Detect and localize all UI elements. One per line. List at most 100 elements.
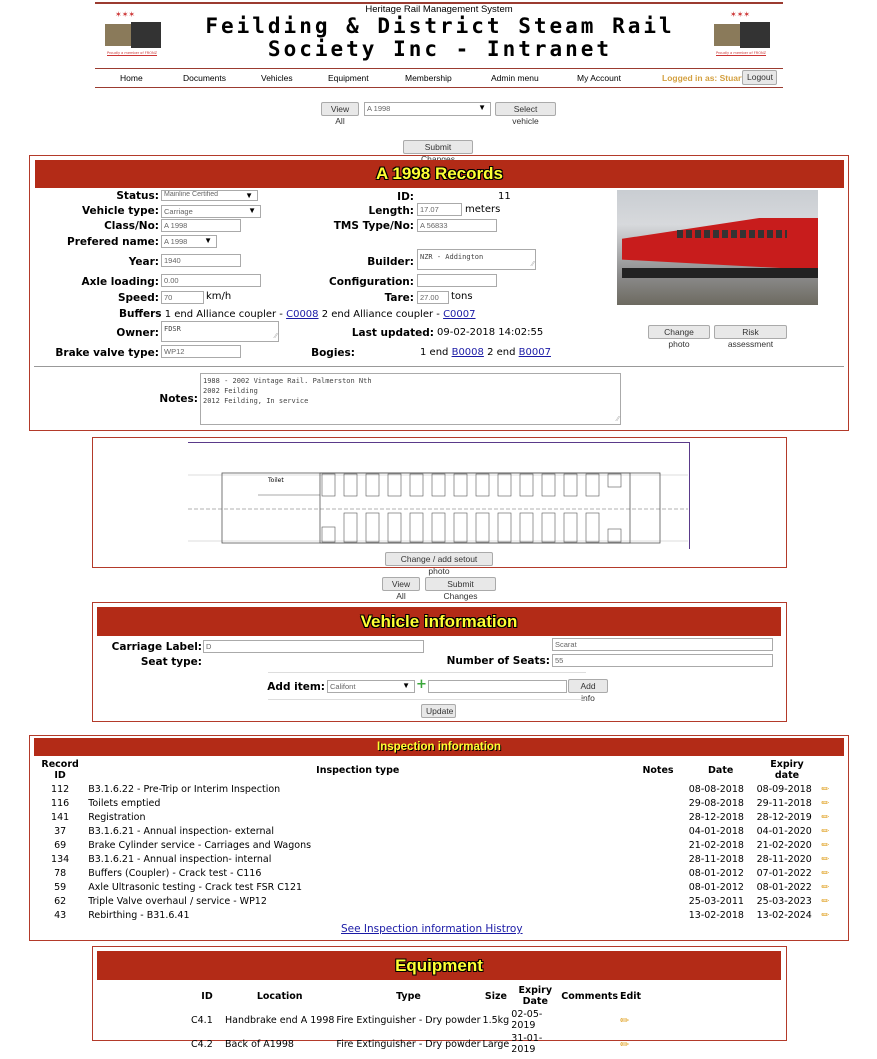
seat-type-input[interactable]: Scarat — [552, 638, 773, 651]
bogie-b0008-link[interactable]: B0008 — [451, 347, 484, 358]
owner-textarea[interactable]: FDSR — [161, 321, 279, 342]
brake-valve-input[interactable]: WP12 — [161, 345, 241, 358]
table-row: 78 Buffers (Coupler) - Crack test - C116… — [34, 866, 834, 880]
record-id: 78 — [54, 867, 67, 879]
configuration-input[interactable] — [417, 274, 497, 287]
status-select[interactable]: Mainline Certified — [161, 190, 258, 201]
edit-pencil-icon[interactable]: ✏ — [821, 839, 830, 851]
length-label: Length: — [368, 205, 415, 217]
number-of-seats-input[interactable]: 55 — [552, 654, 773, 667]
submit-changes-button[interactable]: Submit Changes — [403, 140, 473, 164]
update-button[interactable]: Update — [421, 704, 456, 718]
length-input[interactable]: 17.07 — [417, 203, 462, 216]
number-of-seats-label: Number of Seats: — [446, 655, 550, 667]
nav-my-account[interactable]: My Account — [577, 73, 621, 83]
inspection-history-link[interactable]: See Inspection information Histroy — [341, 923, 523, 935]
divider — [34, 366, 844, 367]
table-row: 69 Brake Cylinder service - Carriages an… — [34, 838, 834, 852]
edit-pencil-icon[interactable]: ✏ — [821, 853, 830, 865]
speed-input[interactable]: 70 — [161, 291, 204, 304]
edit-pencil-icon[interactable]: ✏ — [821, 895, 830, 907]
inspection-notes — [629, 852, 686, 866]
carriage-label-input[interactable]: D — [203, 640, 424, 653]
nav-membership[interactable]: Membership — [405, 73, 452, 83]
equipment-size: Large — [482, 1038, 510, 1050]
record-id: 134 — [51, 853, 70, 865]
edit-pencil-icon[interactable]: ✏ — [821, 811, 830, 823]
builder-textarea[interactable]: NZR - Addington — [417, 249, 536, 270]
nav-top-line — [95, 68, 783, 69]
plus-icon[interactable]: + — [416, 677, 427, 692]
coupler-c0008-link[interactable]: C0008 — [286, 309, 319, 320]
inspection-expiry: 25-03-2023 — [756, 895, 812, 907]
class-input[interactable]: A 1998 — [161, 219, 241, 232]
logo-left[interactable]: ✶✶✶ Proudly a member of FRONZ — [103, 10, 165, 56]
system-name: Heritage Rail Management System — [365, 4, 513, 15]
vehicle-info-title: Vehicle information — [97, 607, 781, 636]
nav-equipment[interactable]: Equipment — [328, 73, 369, 83]
change-photo-button[interactable]: Change photo — [648, 325, 710, 349]
tare-input[interactable]: 27.00 — [417, 291, 449, 304]
last-updated-label: Last updated: — [351, 327, 434, 339]
seat-type-label: Seat type: — [140, 656, 202, 668]
inspection-type: Axle Ultrasonic testing - Crack test FSR… — [88, 881, 303, 893]
nav-admin-menu[interactable]: Admin menu — [491, 73, 539, 83]
col-location: Location — [256, 990, 303, 1002]
inspection-expiry: 08-09-2018 — [756, 783, 812, 795]
site-title: Feilding & District Steam Rail Society I… — [170, 15, 710, 61]
risk-assessment-button[interactable]: Risk assessment — [714, 325, 787, 349]
add-info-button[interactable]: Add info — [568, 679, 608, 703]
view-all-button[interactable]: View All — [321, 102, 359, 126]
year-input[interactable]: 1940 — [161, 254, 241, 267]
axle-loading-input[interactable]: 0.00 — [161, 274, 261, 287]
edit-pencil-icon[interactable]: ✏ — [619, 1013, 630, 1027]
submit-changes-button-2[interactable]: Submit Changes — [425, 577, 496, 601]
edit-pencil-icon[interactable]: ✏ — [619, 1037, 630, 1051]
select-vehicle-button[interactable]: Select vehicle — [495, 102, 556, 126]
logout-button[interactable]: Logout — [742, 70, 777, 85]
notes-textarea[interactable]: 1988 - 2002 Vintage Rail. Palmerston Nth… — [200, 373, 621, 425]
inspection-notes — [629, 838, 686, 852]
edit-pencil-icon[interactable]: ✏ — [821, 797, 830, 809]
add-item-select[interactable]: Califont — [327, 680, 415, 693]
equipment-comments — [560, 1032, 619, 1056]
buffers-label: Buffers — [119, 308, 162, 320]
nav-documents[interactable]: Documents — [183, 73, 226, 83]
last-updated-value: 09-02-2018 14:02:55 — [437, 327, 544, 338]
tare-unit: tons — [451, 291, 473, 302]
speed-unit: km/h — [206, 291, 232, 302]
setout-diagram: Toilet — [188, 442, 690, 549]
record-id: 37 — [54, 825, 67, 837]
carriage-label-label: Carriage Label: — [111, 641, 202, 653]
bogie-b0007-link[interactable]: B0007 — [518, 347, 551, 358]
tms-label: TMS Type/No: — [333, 220, 414, 232]
record-id: 62 — [54, 895, 67, 907]
nav-vehicles[interactable]: Vehicles — [261, 73, 293, 83]
view-all-button-2[interactable]: View All — [382, 577, 420, 601]
edit-pencil-icon[interactable]: ✏ — [821, 825, 830, 837]
edit-pencil-icon[interactable]: ✏ — [821, 867, 830, 879]
edit-pencil-icon[interactable]: ✏ — [821, 909, 830, 921]
equipment-expiry: 31-01-2019 — [511, 1033, 543, 1055]
equipment-table: ID Location Type Size Expiry Date Commen… — [190, 984, 642, 1056]
coupler-c0007-link[interactable]: C0007 — [443, 309, 476, 320]
buffers-1-text: 1 end Alliance coupler - — [164, 309, 283, 320]
table-row: C4.1 Handbrake end A 1998 Fire Extinguis… — [190, 1008, 642, 1032]
builder-label: Builder: — [367, 256, 414, 268]
nav-home[interactable]: Home — [120, 73, 143, 83]
prefered-name-select[interactable]: A 1998 — [161, 235, 217, 248]
tms-input[interactable]: A 56833 — [417, 219, 497, 232]
table-row: 37 B3.1.6.21 - Annual inspection- extern… — [34, 824, 834, 838]
inspection-date: 08-08-2018 — [688, 783, 744, 795]
logo-right[interactable]: ✶✶✶ Proudly a member of FRONZ — [712, 10, 774, 56]
prefered-name-label: Prefered name: — [67, 236, 159, 248]
inspection-date: 29-08-2018 — [688, 797, 744, 809]
vehicle-type-select[interactable]: Carriage — [161, 205, 261, 218]
add-info-input[interactable] — [428, 680, 567, 693]
edit-pencil-icon[interactable]: ✏ — [821, 881, 830, 893]
edit-pencil-icon[interactable]: ✏ — [821, 783, 830, 795]
change-setout-photo-button[interactable]: Change / add setout photo — [385, 552, 493, 576]
record-id: 141 — [51, 811, 70, 823]
inspection-notes — [629, 824, 686, 838]
vehicle-select[interactable]: A 1998 — [364, 102, 491, 116]
